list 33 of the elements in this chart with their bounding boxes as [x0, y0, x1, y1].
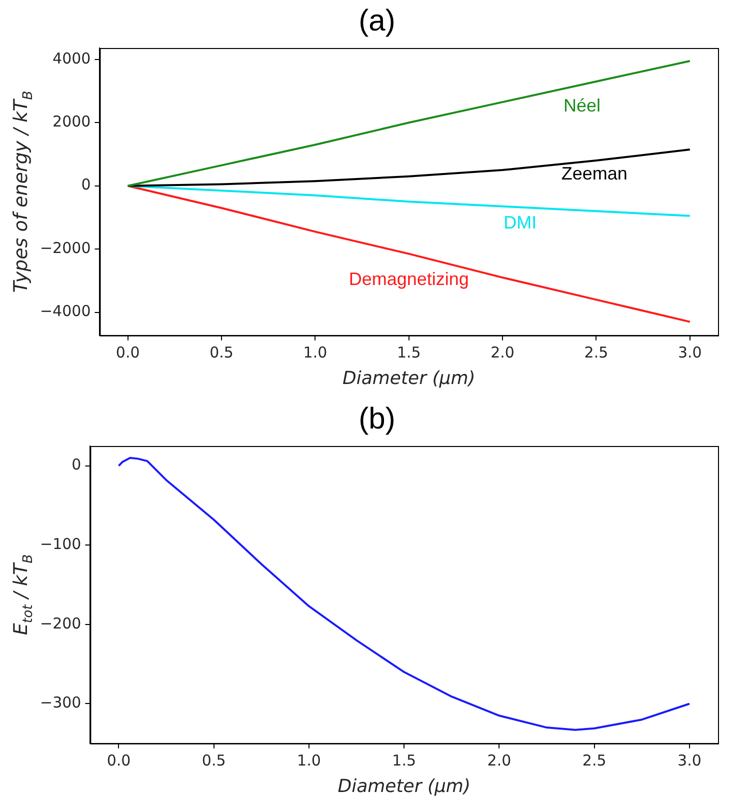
y-tick-label: −200 — [40, 614, 82, 632]
x-tick-label: 1.5 — [392, 751, 416, 770]
x-tick-label: 3.0 — [678, 343, 702, 362]
chart-title: (b) — [358, 402, 396, 436]
x-axis-title: Diameter (μm) — [342, 368, 476, 389]
series-label: DMI — [504, 212, 537, 232]
x-tick-label: 2.5 — [582, 751, 606, 770]
x-axis-title: Diameter (μm) — [338, 776, 470, 797]
y-tick-label: −4000 — [40, 302, 91, 320]
y-axis-title: Etot / kTB — [10, 554, 36, 636]
x-tick-label: 1.0 — [297, 751, 321, 770]
y-axis-title: Types of energy / kTB — [10, 90, 36, 293]
y-tick-label: 0 — [81, 176, 91, 194]
y-tick-label: 4000 — [52, 49, 91, 68]
y-tick-label: −2000 — [40, 238, 91, 257]
x-tick-label: 0.5 — [210, 343, 234, 362]
chart-title: (a) — [358, 4, 396, 38]
x-tick-label: 0.0 — [106, 751, 131, 770]
series-label: Zeeman — [561, 164, 628, 184]
y-tick-label: −300 — [40, 694, 82, 712]
x-tick-label: 3.0 — [678, 751, 702, 770]
x-tick-label: 0.0 — [116, 343, 140, 362]
x-tick-label: 2.0 — [490, 343, 514, 362]
series-label: Demagnetizing — [348, 268, 469, 289]
y-tick-label: 2000 — [52, 112, 91, 131]
x-tick-label: 0.5 — [202, 751, 226, 770]
x-tick-label: 2.5 — [584, 343, 608, 362]
series-label: Néel — [563, 96, 600, 116]
x-tick-label: 1.0 — [303, 343, 328, 362]
x-tick-label: 1.5 — [396, 343, 421, 362]
y-tick-label: 0 — [72, 456, 82, 474]
y-tick-label: −100 — [40, 535, 82, 554]
x-tick-label: 2.0 — [487, 751, 512, 770]
